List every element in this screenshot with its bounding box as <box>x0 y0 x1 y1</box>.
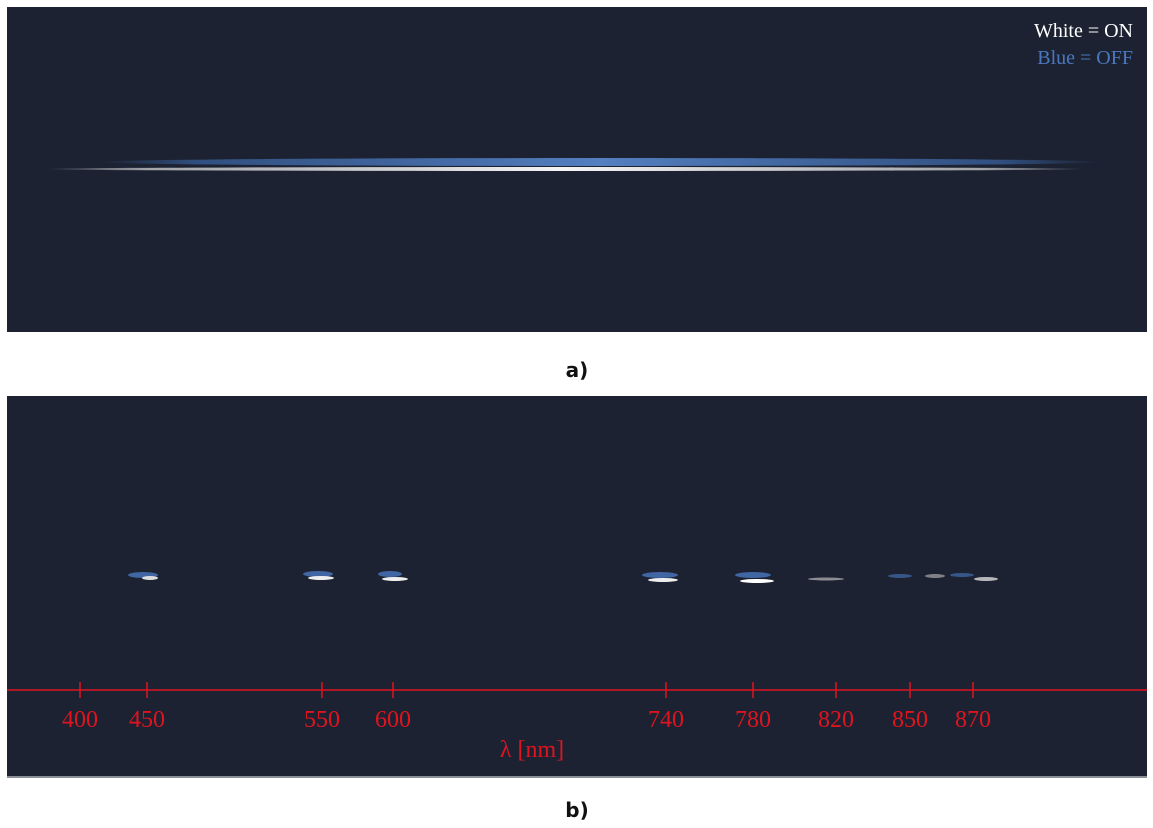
tick-label: 820 <box>818 707 854 733</box>
spot-off <box>303 571 333 577</box>
tick-label: 780 <box>735 707 771 733</box>
spot-off <box>642 572 678 578</box>
off-streak <box>100 158 1100 166</box>
spot-on <box>808 577 844 581</box>
legend-on: White = ON <box>1034 20 1133 42</box>
spot-off <box>735 572 771 578</box>
panel-b-background <box>7 396 1147 778</box>
panel-b-edge <box>7 776 1147 778</box>
on-streak <box>45 167 1085 171</box>
spot-on <box>142 576 158 580</box>
spot-on <box>382 577 408 581</box>
tick-label: 740 <box>648 707 684 733</box>
spot-off <box>888 574 912 578</box>
spot-off <box>378 571 402 577</box>
legend-off: Blue = OFF <box>1037 47 1133 69</box>
spot-on <box>925 574 945 578</box>
panel-a: White = ON Blue = OFF <box>7 7 1147 332</box>
tick-label: 600 <box>375 707 411 733</box>
spot-on <box>740 579 774 583</box>
spot-off <box>950 573 974 577</box>
tick-label: 450 <box>129 707 165 733</box>
spot-on <box>648 578 678 582</box>
axis-label: λ [nm] <box>500 737 564 763</box>
spot-on <box>308 576 334 580</box>
spot-on <box>974 577 998 581</box>
panel-label: a) <box>566 358 589 382</box>
tick-label: 870 <box>955 707 991 733</box>
panel-label: b) <box>565 798 588 822</box>
spectral-spots <box>128 571 998 583</box>
tick-label: 850 <box>892 707 928 733</box>
tick-label: 400 <box>62 707 98 733</box>
tick-label: 550 <box>304 707 340 733</box>
panel-b: λ [nm] 400 450 550 600 740 780 820 850 870 <box>7 396 1147 778</box>
